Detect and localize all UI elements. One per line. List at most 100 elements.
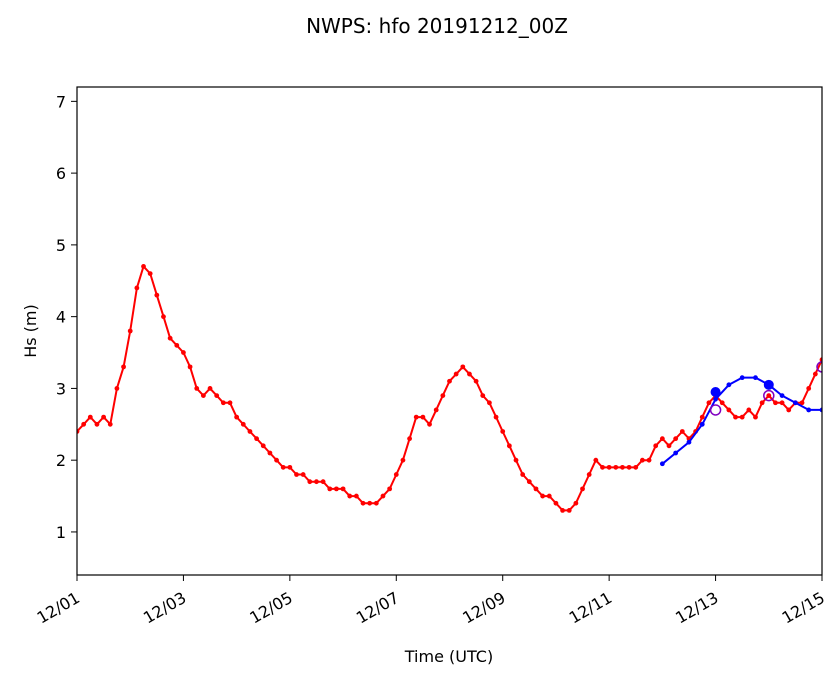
data-point [699,414,705,420]
data-point [373,500,379,506]
chart-title: NWPS: hfo 20191212_00Z [306,14,568,38]
data-point [573,500,579,506]
series-0 [77,264,822,513]
data-point [739,414,745,420]
data-point [81,421,87,427]
data-point [167,335,173,341]
data-point [560,508,565,513]
data-point [447,378,452,384]
data-point [200,393,206,398]
data-point [307,479,313,485]
data-point [812,371,818,377]
data-point [453,371,459,377]
x-tick-label: 12/05 [246,588,295,628]
x-tick-label: 12/07 [353,588,402,628]
data-point [101,414,107,420]
data-point [600,464,605,470]
data-point [493,414,499,420]
data-point [799,400,805,406]
x-tick-label: 12/15 [779,588,828,628]
data-point [181,350,186,355]
data-point [274,457,279,463]
data-point [733,414,738,420]
data-point [766,393,772,398]
data-point [427,421,432,427]
data-point [620,464,625,470]
data-point [753,375,758,381]
data-point [247,429,253,434]
data-point [779,393,785,398]
series-line [661,376,822,465]
y-axis-label: Hs (m) [21,304,40,358]
data-point [134,285,140,291]
data-point [433,407,439,413]
marker-point [816,361,822,373]
marker-point [763,379,774,390]
data-point [513,457,519,463]
data-point [440,393,446,398]
data-point [739,375,745,381]
data-point [659,436,665,442]
data-point [640,457,645,463]
y-tick-label: 3 [56,379,66,398]
data-point [540,493,546,499]
data-point [420,414,426,420]
x-tick-label: 12/09 [459,588,508,628]
data-point [633,464,639,470]
data-point [121,364,126,370]
marker-point [709,404,722,416]
data-point [334,486,339,492]
y-tick-label: 4 [56,308,66,327]
data-point [526,479,532,485]
data-point [606,464,612,470]
data-point [107,421,113,427]
data-point [347,493,353,499]
x-axis: 12/01 12/03 12/05 12/07 12/09 12/11 12/13 12/15 [34,575,828,628]
data-point [460,364,466,370]
data-point [94,421,100,427]
y-tick-label: 7 [56,92,66,111]
data-point [161,314,166,320]
data-point [480,393,486,398]
data-point [593,457,599,463]
data-point [713,396,718,402]
data-point [320,479,326,485]
data-point [314,479,319,485]
data-point [506,443,512,449]
data-point [666,443,672,449]
data-point [240,421,246,427]
x-tick-label: 12/03 [140,588,189,628]
data-point [679,429,685,434]
data-point [400,457,406,463]
data-point [726,382,732,388]
plot-frame [76,86,823,576]
data-point [613,464,619,470]
data-point [360,500,366,506]
data-point [746,407,752,413]
data-point [174,342,180,348]
data-point [546,493,552,499]
data-point [500,429,506,434]
data-point [367,500,373,506]
data-point [327,486,333,492]
data-point [487,400,492,406]
data-point [300,472,306,477]
data-point [413,414,419,420]
data-point [194,386,200,391]
data-point [773,400,778,406]
data-point [806,407,812,413]
x-tick-label: 12/13 [672,588,721,628]
data-point [520,472,526,477]
series-3 [709,361,822,416]
data-point [147,271,153,276]
data-point [127,328,133,334]
data-point [659,461,665,467]
data-point [87,414,93,420]
series-1 [659,375,822,467]
x-tick-label: 12/11 [566,588,615,628]
data-point [726,407,732,413]
data-point [792,400,798,406]
data-point [779,400,785,406]
data-point [141,264,146,269]
